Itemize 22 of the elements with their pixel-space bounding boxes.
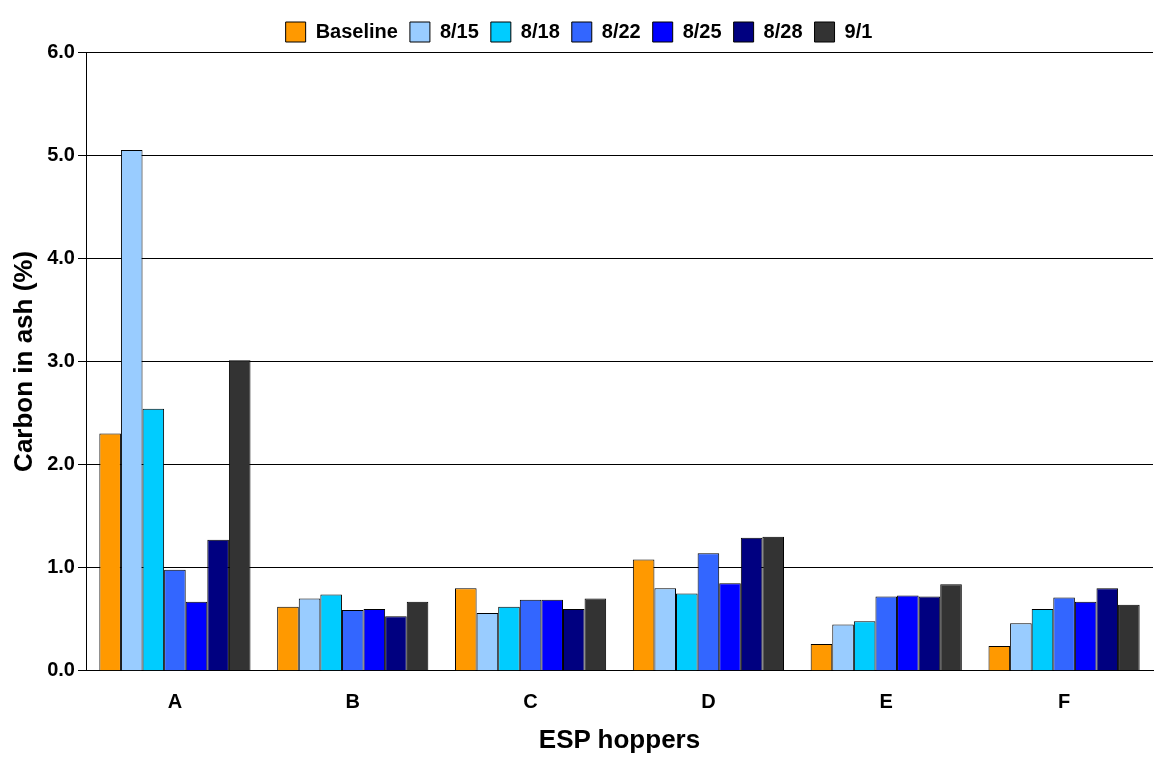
legend-label: 8/28 bbox=[763, 19, 803, 42]
y-tick-label: 0.0 bbox=[47, 658, 75, 681]
legend-label: 8/25 bbox=[682, 19, 722, 42]
y-tick-label: 1.0 bbox=[47, 555, 75, 578]
legend-label: Baseline bbox=[315, 19, 398, 42]
legend-label: 8/18 bbox=[520, 19, 560, 42]
y-tick-label: 2.0 bbox=[47, 452, 75, 475]
legend-label: 9/1 bbox=[844, 19, 873, 42]
x-axis-title: ESP hoppers bbox=[538, 723, 701, 754]
x-tick-label: B bbox=[345, 690, 360, 713]
legend-label: 8/22 bbox=[601, 19, 641, 42]
y-tick-label: 6.0 bbox=[47, 39, 75, 62]
x-tick-label: C bbox=[523, 690, 538, 713]
y-tick-label: 4.0 bbox=[47, 245, 75, 268]
x-tick-label: F bbox=[1057, 690, 1071, 713]
y-tick-label: 5.0 bbox=[47, 142, 75, 165]
legend-label: 8/15 bbox=[439, 19, 479, 42]
y-axis-title: Carbon in ash (%) bbox=[7, 250, 38, 472]
x-tick-label: D bbox=[701, 690, 716, 713]
x-tick-label: A bbox=[167, 690, 183, 713]
x-tick-label: E bbox=[879, 690, 893, 713]
y-tick-label: 3.0 bbox=[47, 348, 75, 371]
